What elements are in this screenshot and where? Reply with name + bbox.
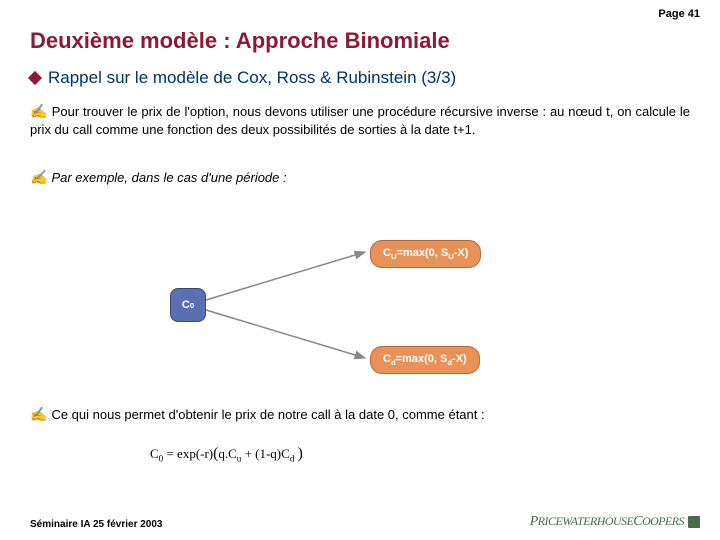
tree-down-node: Cd=max(0, Sd-X) <box>370 346 480 374</box>
para2-text: Par exemple, dans le cas d'une période : <box>51 170 286 185</box>
paragraph-1: ✍Pour trouver le prix de l'option, nous … <box>30 102 690 138</box>
diagram-arrows <box>170 230 550 380</box>
binomial-tree-diagram: C0 CU=max(0, SU-X) Cd=max(0, Sd-X) <box>170 230 550 380</box>
tree-root-node: C0 <box>170 288 206 322</box>
tree-up-node: CU=max(0, SU-X) <box>370 240 481 268</box>
diamond-bullet-icon <box>28 71 42 85</box>
para3-text: Ce qui nous permet d'obtenir le prix de … <box>51 407 484 422</box>
paragraph-2: ✍ Par exemple, dans le cas d'une période … <box>30 168 690 187</box>
logo-badge-icon <box>688 516 700 528</box>
pwc-logo: PRICEWATERHOUSECOOPERS <box>530 514 700 530</box>
paragraph-3: ✍ Ce qui nous permet d'obtenir le prix de… <box>30 405 690 424</box>
footer-text: Séminaire IA 25 février 2003 <box>30 519 163 530</box>
subtitle-row: Rappel sur le modèle de Cox, Ross & Rubi… <box>30 68 456 88</box>
slide-title: Deuxième modèle : Approche Binomiale <box>30 28 450 54</box>
formula: C0 = exp(-r)(q.Cu + (1-q)Cd ) <box>150 445 303 464</box>
subtitle: Rappel sur le modèle de Cox, Ross & Rubi… <box>48 68 456 88</box>
pointer-icon: ✍ <box>30 406 47 422</box>
pointer-icon: ✍ <box>30 103 48 119</box>
pointer-icon: ✍ <box>30 169 47 185</box>
para1-text: Pour trouver le prix de l'option, nous d… <box>30 104 690 137</box>
page-number: Page 41 <box>658 8 700 20</box>
